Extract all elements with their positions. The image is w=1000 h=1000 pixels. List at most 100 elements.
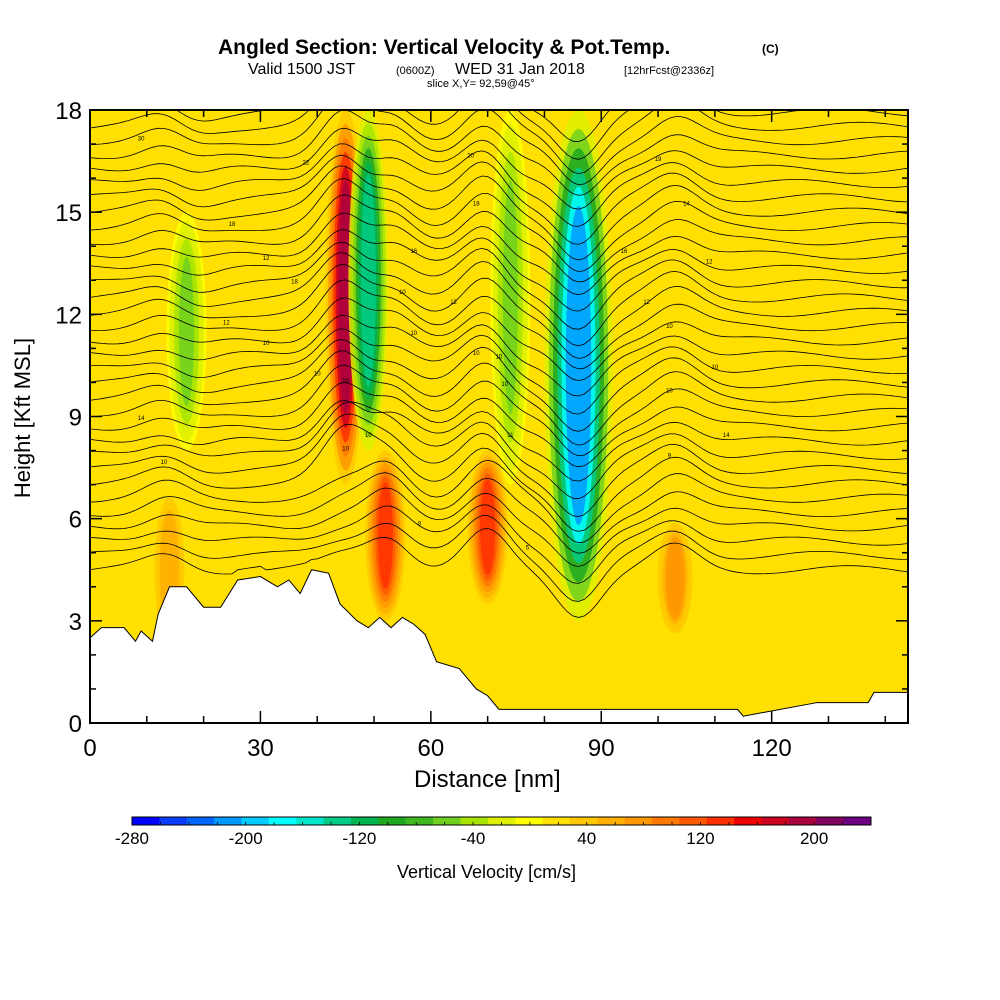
plume-band — [480, 479, 496, 576]
contour-label: 10 — [342, 447, 349, 453]
colorbar-swatch — [214, 817, 242, 825]
y-tick-label: 3 — [69, 609, 82, 636]
theta-contour-labels: 30 22 20 19 18 18 14 16 16 12 12 18 10 12 12 12 10 10 10 10… — [138, 137, 730, 552]
valid-time: Valid 1500 JST — [248, 61, 356, 78]
colorbar: -280 -200 -120 -40 40 120 200 — [115, 816, 872, 848]
contour-label: 10 — [161, 460, 168, 466]
colorbar-swatch — [761, 817, 790, 825]
colorbar-tick-label: -280 — [115, 829, 149, 848]
downdraft-plume — [490, 110, 531, 485]
contour-label: 12 — [223, 321, 230, 327]
theta-isoline — [90, 279, 908, 370]
valid-time-zulu: (0600Z) — [396, 65, 435, 77]
contour-label: 11 — [507, 433, 514, 439]
theta-isoline — [90, 165, 908, 261]
theta-isoline — [90, 154, 908, 245]
contour-label: 10 — [399, 290, 406, 296]
colorbar-swatch — [788, 817, 817, 825]
y-axis: 0 3 6 9 12 15 18 — [55, 98, 908, 738]
velocity-plumes — [149, 110, 696, 655]
theta-isoline — [90, 487, 908, 567]
x-tick-label: 120 — [752, 735, 792, 762]
colorbar-label: Vertical Velocity [cm/s] — [397, 862, 577, 882]
y-tick-label: 12 — [55, 302, 82, 329]
contour-label: 10 — [365, 433, 372, 439]
theta-isoline — [90, 350, 908, 446]
colorbar-swatch — [350, 817, 379, 825]
terrain-mask — [90, 569, 908, 723]
theta-isoline — [90, 143, 908, 227]
plume-band — [179, 256, 195, 406]
colorbar-swatch — [323, 817, 352, 825]
x-axis-label: Distance [nm] — [414, 766, 561, 793]
contour-label: 19 — [655, 157, 662, 163]
colorbar-swatch — [186, 817, 215, 825]
theta-isoline — [90, 515, 908, 602]
x-tick-label: 0 — [83, 735, 96, 762]
colorbar-swatch — [597, 817, 626, 825]
colorbar-swatch — [624, 817, 653, 825]
theta-isoline — [90, 472, 908, 554]
colorbar-swatch — [241, 817, 270, 825]
theta-isoline — [90, 110, 908, 196]
theta-isoline — [90, 504, 908, 584]
theta-isoline — [90, 127, 908, 210]
contour-label: 10 — [410, 331, 417, 337]
colorbar-swatch — [679, 817, 708, 825]
chart-titles: Angled Section: Vertical Velocity & Pot.… — [0, 0, 1000, 100]
plume-band — [360, 173, 376, 387]
colorbar-tick-label: -120 — [342, 829, 376, 848]
contour-label: 8 — [418, 521, 422, 527]
colorbar-tick-label: -200 — [229, 829, 263, 848]
colorbar-swatch — [433, 817, 461, 825]
theta-isoline — [90, 297, 908, 382]
y-tick-label: 6 — [69, 507, 82, 534]
colorbar-tick-label: 200 — [800, 829, 828, 848]
contour-label: 14 — [683, 201, 690, 207]
theta-isoline — [90, 338, 908, 432]
colorbar-swatch — [268, 817, 297, 825]
contour-label: 10 — [496, 355, 503, 361]
contour-label: 14 — [723, 433, 730, 439]
contour-label: 18 — [473, 201, 480, 207]
contour-label: 16 — [621, 249, 628, 255]
theta-contours — [90, 110, 908, 618]
contour-label: 18 — [229, 222, 236, 228]
theta-isoline — [90, 413, 908, 518]
colorbar-swatch — [405, 817, 434, 825]
colorbar-swatch — [515, 817, 544, 825]
colorbar-swatch — [652, 817, 680, 825]
theta-isoline — [90, 382, 908, 468]
plume-band — [565, 205, 592, 526]
theta-isoline — [90, 527, 908, 618]
theta-isoline — [90, 252, 908, 347]
colorbar-swatch — [132, 817, 160, 825]
y-axis-label: Height [Kft MSL] — [10, 337, 35, 499]
theta-isoline — [90, 364, 908, 457]
theta-isoline — [90, 423, 908, 532]
contour-label: 22 — [303, 160, 310, 166]
x-tick-label: 90 — [588, 735, 615, 762]
contour-label: 5 — [526, 545, 530, 551]
theta-isoline — [90, 264, 908, 359]
contour-label: 10 — [501, 382, 508, 388]
theta-isoline — [90, 314, 908, 397]
chart-title: Angled Section: Vertical Velocity & Pot.… — [218, 36, 671, 59]
contour-label: 10 — [263, 341, 270, 347]
contour-label: 30 — [138, 137, 145, 143]
contour-label: 10 — [314, 372, 321, 378]
plume-band — [502, 180, 518, 415]
y-tick-label: 15 — [55, 200, 82, 227]
x-tick-label: 30 — [247, 735, 274, 762]
updraft-plume — [365, 450, 406, 621]
colorbar-swatch — [734, 817, 763, 825]
contour-label: 12 — [643, 300, 650, 306]
theta-isoline — [90, 110, 908, 175]
contour-label: 10 — [712, 365, 719, 371]
theta-isoline — [90, 229, 908, 312]
x-axis: 0 30 60 90 120 — [83, 110, 887, 762]
theta-isoline — [90, 459, 908, 544]
colorbar-swatch — [542, 817, 571, 825]
y-tick-label: 18 — [55, 98, 82, 125]
